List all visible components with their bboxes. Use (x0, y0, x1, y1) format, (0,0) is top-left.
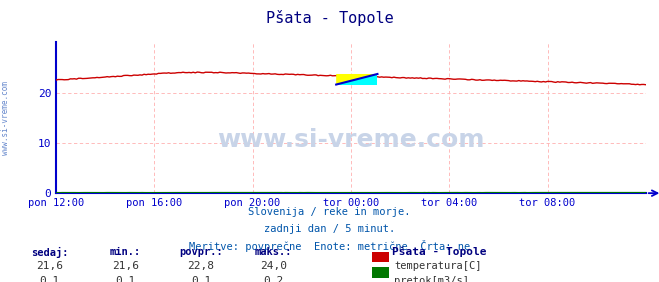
Text: pretok[m3/s]: pretok[m3/s] (394, 276, 469, 282)
Text: povpr.:: povpr.: (179, 247, 223, 257)
Text: Slovenija / reke in morje.: Slovenija / reke in morje. (248, 207, 411, 217)
Text: Pšata - Topole: Pšata - Topole (266, 10, 393, 26)
Polygon shape (336, 74, 378, 85)
Text: 0,1: 0,1 (115, 276, 135, 282)
Text: 0,1: 0,1 (40, 276, 59, 282)
Text: min.:: min.: (109, 247, 141, 257)
Text: temperatura[C]: temperatura[C] (394, 261, 482, 271)
Polygon shape (336, 74, 378, 85)
Text: sedaj:: sedaj: (31, 247, 68, 258)
Text: maks.:: maks.: (255, 247, 292, 257)
Text: zadnji dan / 5 minut.: zadnji dan / 5 minut. (264, 224, 395, 233)
Text: Meritve: povprečne  Enote: metrične  Črta: ne: Meritve: povprečne Enote: metrične Črta:… (189, 240, 470, 252)
Text: 22,8: 22,8 (188, 261, 214, 271)
Text: www.si-vreme.com: www.si-vreme.com (1, 81, 10, 155)
Text: 0,1: 0,1 (191, 276, 211, 282)
Text: 21,6: 21,6 (112, 261, 138, 271)
Text: 0,2: 0,2 (264, 276, 283, 282)
Text: 24,0: 24,0 (260, 261, 287, 271)
Text: www.si-vreme.com: www.si-vreme.com (217, 128, 484, 152)
Text: Pšata - Topole: Pšata - Topole (392, 247, 486, 257)
Text: 21,6: 21,6 (36, 261, 63, 271)
